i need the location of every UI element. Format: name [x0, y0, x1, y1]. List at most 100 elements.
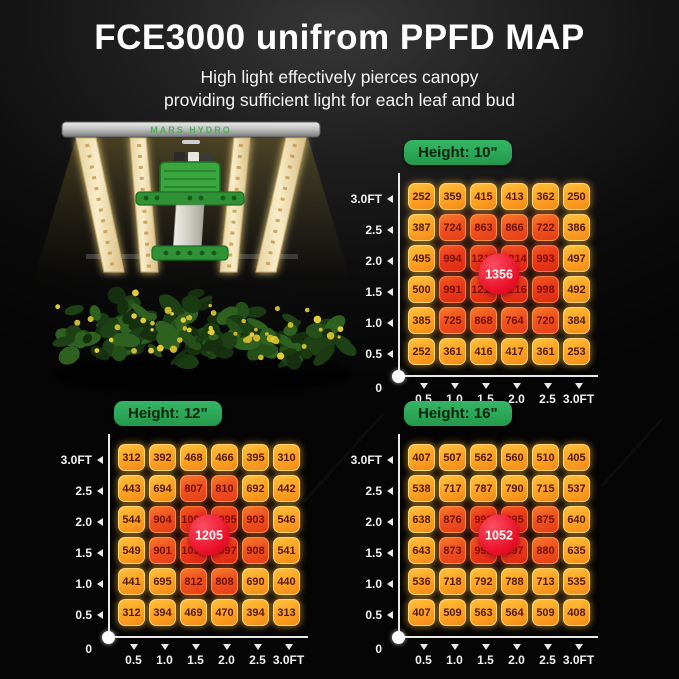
x-tick-label: 2.5	[532, 383, 563, 406]
ppfd-cell: 313	[273, 599, 300, 626]
y-tick-marker	[387, 194, 393, 203]
ppfd-cell: 361	[439, 338, 466, 365]
ppfd-cell: 810	[211, 475, 238, 502]
ppfd-cell: 713	[532, 568, 559, 595]
y-tick-label: 2.0	[348, 506, 398, 537]
ppfd-cell: 407	[408, 599, 435, 626]
ppfd-cell: 312	[118, 599, 145, 626]
ppfd-cell: 408	[563, 599, 590, 626]
plot-area: 3.0FT 2.5 2.0 1.5 1.0 0.5 0 407 507 562 560 510 405…	[348, 434, 598, 656]
x-tick-label: 1.5	[180, 644, 211, 667]
ppfd-cell: 563	[470, 599, 497, 626]
ppfd-cell: 903	[242, 506, 269, 533]
y-tick-label: 2.5	[348, 214, 398, 245]
y-tick-label: 2.5	[348, 475, 398, 506]
peak-value-badge: 1205	[188, 514, 230, 556]
y-tick-marker	[387, 548, 393, 557]
brand-logo-text: MARS HYDRO	[150, 125, 232, 135]
x-tick-marker	[253, 644, 262, 650]
x-tick-label: 0.5	[118, 644, 149, 667]
ppfd-cell: 442	[273, 475, 300, 502]
peak-value-badge: 1356	[478, 253, 520, 295]
x-tick-label: 2.5	[532, 644, 563, 667]
ppfd-cell: 866	[501, 214, 528, 241]
x-tick-marker	[481, 644, 490, 650]
ppfd-cell: 998	[532, 276, 559, 303]
ppfd-cell: 413	[501, 183, 528, 210]
ppfd-cell: 394	[242, 599, 269, 626]
ppfd-cell: 495	[408, 245, 435, 272]
ppfd-cell: 312	[118, 444, 145, 471]
ppfd-grid: 407 507 562 560 510 405 538 717 787 790 715 537 638 8…	[408, 444, 590, 626]
ppfd-cell: 880	[532, 537, 559, 564]
ppfd-cell: 875	[532, 506, 559, 533]
x-tick-marker	[222, 644, 231, 650]
ppfd-cell: 415	[470, 183, 497, 210]
origin-dot	[102, 631, 115, 644]
ppfd-grid: 312 392 468 466 395 310 443 694 807 810 692 442 544 9…	[118, 444, 300, 626]
x-tick-marker	[574, 644, 583, 650]
ppfd-cell: 564	[501, 599, 528, 626]
ppfd-cell: 509	[439, 599, 466, 626]
x-tick-marker	[129, 644, 138, 650]
ppfd-cell: 497	[563, 245, 590, 272]
driver-assembly	[135, 152, 245, 261]
ppfd-cell: 443	[118, 475, 145, 502]
ppfd-cell: 715	[532, 475, 559, 502]
y-tick-label: 0.5	[348, 599, 398, 630]
ppfd-cell: 991	[439, 276, 466, 303]
ppfd-cell: 538	[408, 475, 435, 502]
x-tick-marker	[543, 383, 552, 389]
origin-dot	[392, 631, 405, 644]
ppfd-cell: 560	[501, 444, 528, 471]
height-badge: Height: 16"	[404, 401, 512, 426]
y-tick-label: 2.0	[348, 245, 398, 276]
ppfd-cell: 722	[532, 214, 559, 241]
ppfd-cell: 638	[408, 506, 435, 533]
ppfd-cell: 720	[532, 307, 559, 334]
y-tick-label: 3.0FT	[348, 444, 398, 475]
y-tick-marker	[97, 486, 103, 495]
canopy-shadow	[54, 354, 354, 394]
ppfd-cell: 717	[439, 475, 466, 502]
x-tick-label: 1.5	[470, 644, 501, 667]
ppfd-cell: 549	[118, 537, 145, 564]
origin-label: 0	[85, 642, 92, 656]
plot-area: 3.0FT 2.5 2.0 1.5 1.0 0.5 0 252 359 415 413 362 250…	[348, 173, 598, 395]
ppfd-cell: 863	[470, 214, 497, 241]
ppfd-cell: 466	[211, 444, 238, 471]
ppfd-cell: 250	[563, 183, 590, 210]
ppfd-cell: 812	[180, 568, 207, 595]
ppfd-cell: 507	[439, 444, 466, 471]
ppfd-cell: 394	[149, 599, 176, 626]
ppfd-cell: 385	[408, 307, 435, 334]
x-tick-marker	[419, 644, 428, 650]
plot-frame: 252 359 415 413 362 250 387 724 863 866 722 386 495 9…	[392, 173, 598, 383]
ppfd-cell: 310	[273, 444, 300, 471]
ppfd-cell: 724	[439, 214, 466, 241]
ppfd-cell: 252	[408, 183, 435, 210]
ppfd-cell: 694	[149, 475, 176, 502]
ppfd-cell: 690	[242, 568, 269, 595]
ppfd-cell: 790	[501, 475, 528, 502]
x-tick-marker	[160, 644, 169, 650]
ppfd-cell: 994	[439, 245, 466, 272]
ppfd-cell: 788	[501, 568, 528, 595]
ppfd-cell: 440	[273, 568, 300, 595]
plot-frame: 407 507 562 560 510 405 538 717 787 790 715 537 638 8…	[392, 434, 598, 644]
x-tick-label: 2.5	[242, 644, 273, 667]
x-tick-label: 1.0	[439, 644, 470, 667]
ppfd-cell: 535	[563, 568, 590, 595]
page-title: FCE3000 unifrom PPFD MAP	[94, 18, 585, 57]
ppfd-cell: 562	[470, 444, 497, 471]
ppfd-cell: 725	[439, 307, 466, 334]
page-subtitle: High light effectively pierces canopy pr…	[0, 66, 679, 112]
y-tick-marker	[97, 455, 103, 464]
y-tick-label: 2.5	[58, 475, 108, 506]
x-tick-marker	[450, 383, 459, 389]
x-tick-marker	[574, 383, 583, 389]
y-tick-marker	[387, 225, 393, 234]
y-axis: 3.0FT 2.5 2.0 1.5 1.0 0.5 0	[58, 434, 108, 656]
ppfd-cell: 695	[149, 568, 176, 595]
grow-light-illustration: MARS HYDRO	[30, 121, 357, 394]
